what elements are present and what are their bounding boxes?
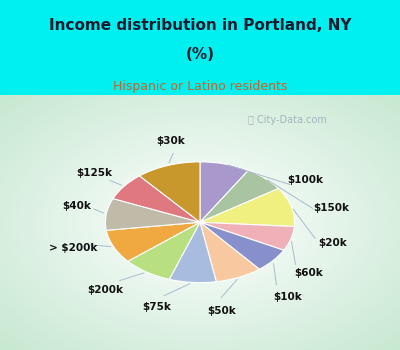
Text: $100k: $100k (288, 175, 324, 186)
Wedge shape (200, 222, 294, 250)
Wedge shape (200, 170, 278, 222)
Wedge shape (128, 222, 200, 279)
Text: (%): (%) (186, 47, 214, 62)
Text: $60k: $60k (295, 268, 324, 278)
Wedge shape (200, 222, 259, 282)
Text: ⓘ City-Data.com: ⓘ City-Data.com (248, 115, 327, 125)
Text: > $200k: > $200k (48, 243, 97, 253)
Text: $75k: $75k (142, 302, 171, 312)
Text: $30k: $30k (156, 136, 185, 146)
Wedge shape (169, 222, 216, 283)
Text: $50k: $50k (208, 306, 236, 315)
Text: Hispanic or Latino residents: Hispanic or Latino residents (113, 80, 287, 93)
Wedge shape (200, 162, 248, 222)
Text: $150k: $150k (313, 203, 349, 213)
Text: $40k: $40k (62, 201, 91, 211)
Wedge shape (140, 162, 200, 222)
Text: Income distribution in Portland, NY: Income distribution in Portland, NY (49, 18, 351, 33)
Text: $125k: $125k (76, 168, 112, 178)
Wedge shape (200, 222, 284, 269)
Text: $200k: $200k (88, 285, 124, 295)
Wedge shape (113, 176, 200, 222)
Wedge shape (106, 222, 200, 261)
Wedge shape (106, 198, 200, 230)
Wedge shape (200, 189, 294, 226)
Text: $10k: $10k (273, 292, 302, 302)
Text: $20k: $20k (318, 238, 347, 248)
